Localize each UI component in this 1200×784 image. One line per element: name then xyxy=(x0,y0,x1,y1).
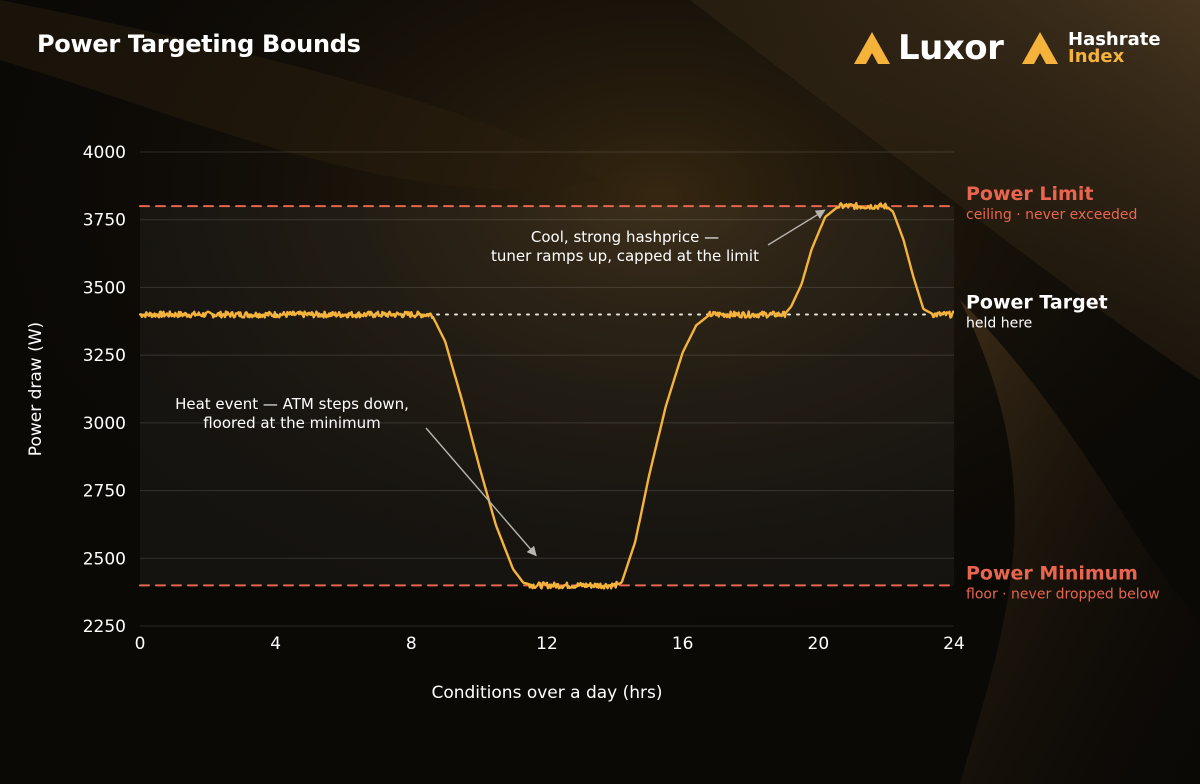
x-tick-label: 16 xyxy=(672,634,694,654)
y-tick-label: 3000 xyxy=(83,414,126,434)
reference-label: Power Limit xyxy=(966,183,1093,205)
y-tick-label: 2250 xyxy=(83,617,126,637)
y-tick-label: 3500 xyxy=(83,278,126,298)
plot-band xyxy=(140,206,954,586)
luxor-logo: Luxor xyxy=(852,28,1004,68)
luxor-triangle-icon xyxy=(854,32,890,64)
x-tick-label: 24 xyxy=(943,634,965,654)
reference-label: Power Minimum xyxy=(966,562,1138,584)
hashrate-index-line2: Index xyxy=(1068,46,1125,67)
luxor-wordmark: Luxor xyxy=(898,28,1004,68)
y-tick-label: 3250 xyxy=(83,346,126,366)
y-tick-label: 3750 xyxy=(83,211,126,231)
y-axis-title: Power draw (W) xyxy=(26,322,46,456)
reference-sublabel: ceiling · never exceeded xyxy=(966,207,1137,223)
hashrate-index-wordmark: Hashrate Index xyxy=(1068,29,1161,67)
hashrate-index-line1: Hashrate xyxy=(1068,29,1161,50)
x-tick-label: 12 xyxy=(536,634,558,654)
annotation-line: Cool, strong hashprice — xyxy=(531,228,719,246)
reference-sublabel: held here xyxy=(966,316,1032,332)
x-tick-label: 4 xyxy=(270,634,281,654)
hashrate-index-logo: Hashrate Index xyxy=(1020,28,1161,68)
annotation-text: Heat event — ATM steps down, floored at t… xyxy=(175,395,409,432)
page-title: Power Targeting Bounds xyxy=(37,30,361,58)
x-axis-title: Conditions over a day (hrs) xyxy=(431,683,662,703)
x-tick-label: 8 xyxy=(406,634,417,654)
reference-sublabel: floor · never dropped below xyxy=(966,586,1160,602)
y-tick-label: 2750 xyxy=(83,482,126,502)
annotation-text: Cool, strong hashprice — tuner ramps up, … xyxy=(491,228,759,265)
annotation-line: floored at the minimum xyxy=(203,414,381,432)
y-tick-label: 4000 xyxy=(83,143,126,163)
annotation-arrow xyxy=(767,209,826,246)
x-tick-label: 0 xyxy=(135,634,146,654)
annotation-arrow xyxy=(425,427,537,557)
power-draw-line xyxy=(139,201,955,590)
annotation-line: Heat event — ATM steps down, xyxy=(175,395,409,413)
y-tick-label: 2500 xyxy=(83,549,126,569)
hashrate-index-triangle-icon xyxy=(1022,32,1058,64)
reference-label: Power Target xyxy=(966,292,1108,314)
annotation-line: tuner ramps up, capped at the limit xyxy=(491,247,759,265)
x-tick-label: 20 xyxy=(808,634,830,654)
